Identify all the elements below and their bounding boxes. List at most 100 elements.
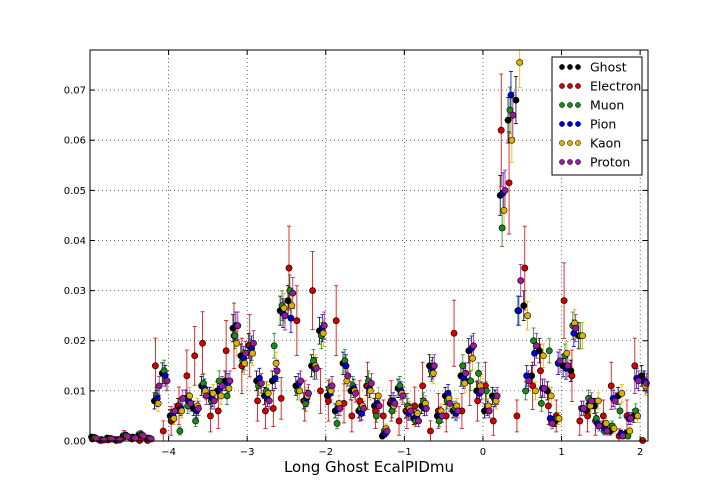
data-point xyxy=(154,400,162,407)
data-point xyxy=(602,420,610,427)
data-point xyxy=(547,392,555,400)
legend-marker xyxy=(567,140,573,146)
data-point xyxy=(287,314,295,322)
data-point xyxy=(504,116,512,124)
data-point xyxy=(508,136,516,144)
data-point xyxy=(474,397,482,405)
data-point xyxy=(191,352,199,360)
x-tick-label: −1 xyxy=(397,447,412,458)
data-point xyxy=(594,397,602,405)
data-point xyxy=(515,307,523,315)
legend-marker xyxy=(567,102,573,108)
data-point xyxy=(643,379,650,387)
data-point xyxy=(548,420,556,427)
data-point xyxy=(522,387,530,395)
data-point xyxy=(324,397,332,405)
data-point xyxy=(533,342,540,350)
data-point xyxy=(214,407,222,415)
data-point xyxy=(538,400,545,407)
data-point xyxy=(289,289,297,297)
data-point xyxy=(231,332,239,340)
data-point xyxy=(360,405,367,412)
data-point xyxy=(462,369,470,377)
data-point xyxy=(366,387,374,395)
data-point xyxy=(309,287,316,295)
data-point xyxy=(607,382,615,390)
x-tick-label: 2 xyxy=(637,447,643,458)
data-point xyxy=(537,367,544,375)
data-point xyxy=(186,392,194,400)
data-point xyxy=(469,354,476,362)
data-point xyxy=(627,415,635,422)
data-point xyxy=(399,392,407,400)
data-point xyxy=(525,377,532,385)
data-point xyxy=(183,372,191,380)
data-point xyxy=(379,412,387,420)
data-point xyxy=(611,397,619,405)
data-point xyxy=(222,347,230,355)
data-point xyxy=(438,412,446,420)
data-point xyxy=(501,186,509,194)
legend-marker xyxy=(559,140,565,146)
data-point xyxy=(226,377,234,385)
data-point xyxy=(430,362,438,370)
data-point xyxy=(234,322,242,330)
data-point xyxy=(233,339,241,347)
data-point xyxy=(202,392,210,400)
data-point xyxy=(610,425,618,432)
y-tick-label: 0.03 xyxy=(64,286,86,297)
data-point xyxy=(572,324,580,332)
x-tick-label: −3 xyxy=(240,447,255,458)
data-point xyxy=(626,427,634,435)
legend-marker xyxy=(559,121,565,127)
legend-label: Ghost xyxy=(590,60,627,75)
legend-marker xyxy=(567,64,573,70)
legend-label: Electron xyxy=(590,79,641,94)
data-point xyxy=(152,362,159,370)
data-point xyxy=(603,427,611,435)
plot-frame xyxy=(89,49,649,442)
data-point xyxy=(249,349,256,357)
data-point xyxy=(540,384,548,392)
data-point xyxy=(539,352,547,360)
data-point xyxy=(273,367,281,375)
data-point xyxy=(419,382,427,390)
legend-marker xyxy=(559,64,565,70)
data-point xyxy=(588,397,595,405)
data-point xyxy=(391,400,399,407)
legend-entry-pion: Pion xyxy=(559,117,616,132)
data-point xyxy=(461,379,469,387)
data-point xyxy=(176,427,184,435)
data-point xyxy=(225,384,233,392)
data-point xyxy=(242,349,250,357)
data-point xyxy=(372,412,380,420)
data-point xyxy=(507,91,515,99)
data-point xyxy=(223,392,231,400)
data-point xyxy=(277,394,285,402)
data-point xyxy=(500,207,508,214)
data-point xyxy=(616,407,624,415)
data-point xyxy=(328,382,336,390)
data-point xyxy=(344,372,352,380)
data-point xyxy=(579,332,586,340)
y-tick-label: 0.07 xyxy=(64,86,86,97)
data-point xyxy=(489,417,497,425)
data-point xyxy=(187,400,195,407)
data-point xyxy=(367,379,375,387)
data-point xyxy=(192,417,199,425)
data-point xyxy=(521,264,529,272)
data-point xyxy=(599,412,607,420)
data-point xyxy=(284,297,292,305)
data-point xyxy=(293,317,301,325)
axis-ticks xyxy=(90,50,648,442)
x-axis-label: Long Ghost EcalPIDmu xyxy=(284,458,454,476)
data-point xyxy=(210,397,218,405)
legend-box xyxy=(551,56,643,176)
data-point xyxy=(563,349,571,357)
data-point xyxy=(555,415,563,422)
x-tick-label: −2 xyxy=(318,447,333,458)
data-point xyxy=(178,407,186,415)
y-tick-label: 0.00 xyxy=(64,437,86,448)
data-point xyxy=(544,402,552,410)
